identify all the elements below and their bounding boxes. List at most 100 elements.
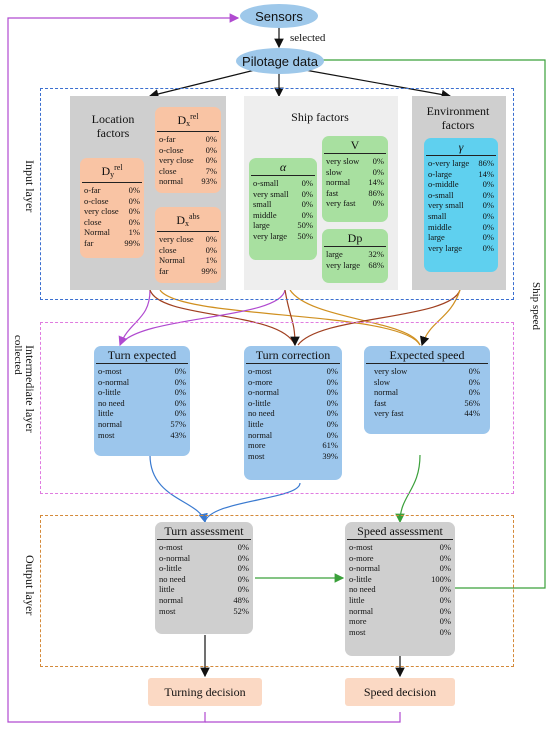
location-title: Location factors <box>91 112 135 141</box>
membership-row: most 52% <box>159 606 249 617</box>
dy-rel-box: Dyrel o-far 0% o-close 0% very close 0% close 0… <box>80 158 144 258</box>
membership-label: very close <box>84 206 119 217</box>
membership-label: very large <box>253 230 288 241</box>
membership-label: o-very large <box>428 158 470 168</box>
membership-label: close <box>159 244 177 255</box>
speed-assessment-rows: o-most 0% o-more 0% o-normal 0% o-little 100% no… <box>349 542 451 637</box>
membership-label: o-little <box>349 573 372 584</box>
membership-label: most <box>248 450 265 461</box>
membership-label: normal <box>98 418 123 429</box>
membership-value: 0% <box>439 594 451 605</box>
membership-row: o-most 0% <box>248 366 338 377</box>
membership-row: o-close 0% <box>159 145 217 156</box>
membership-label: close <box>159 165 177 176</box>
ship-title: Ship factors <box>291 110 349 124</box>
membership-value: 0% <box>439 542 451 552</box>
membership-row: no need 0% <box>98 398 186 409</box>
membership-value: 50% <box>297 220 313 231</box>
gamma-rows: o-very large 86% o-large 14% o-middle 0% o-sma… <box>428 158 494 253</box>
turn-assessment-box: Turn assessment o-most 0% o-normal 0% o-litt… <box>155 522 253 634</box>
membership-row: no need 0% <box>349 584 451 595</box>
membership-row: o-most 0% <box>349 542 451 553</box>
membership-value: 0% <box>482 232 494 243</box>
membership-value: 0% <box>372 198 384 209</box>
dy-rel-rows: o-far 0% o-close 0% very close 0% close 0% Norma… <box>84 185 140 249</box>
membership-row: middle 0% <box>253 210 313 221</box>
membership-value: 0% <box>468 366 480 376</box>
membership-row: o-normal 0% <box>159 553 249 564</box>
membership-label: normal <box>326 177 351 188</box>
membership-label: o-little <box>98 387 121 398</box>
membership-row: o-normal 0% <box>248 387 338 398</box>
membership-value: 0% <box>439 605 451 616</box>
membership-row: large 50% <box>253 220 313 231</box>
membership-row: very slow 0% <box>374 366 480 377</box>
dp-header: Dp <box>324 231 386 247</box>
membership-row: most 0% <box>349 627 451 638</box>
membership-value: 68% <box>368 259 384 270</box>
membership-value: 0% <box>237 552 249 563</box>
membership-label: o-close <box>84 195 109 206</box>
membership-value: 0% <box>174 397 186 408</box>
membership-row: o-small 0% <box>428 190 494 201</box>
membership-row: very close 0% <box>84 206 140 217</box>
membership-value: 57% <box>170 418 186 429</box>
membership-row: Normal 1% <box>159 255 217 266</box>
membership-value: 14% <box>368 177 384 188</box>
membership-row: very fast 0% <box>326 198 384 209</box>
membership-row: small 0% <box>253 199 313 210</box>
membership-value: 0% <box>372 166 384 177</box>
membership-row: most 43% <box>98 430 186 441</box>
dy-rel-header: Dyrel <box>82 160 142 183</box>
output-layer-frame <box>40 515 514 667</box>
membership-label: normal <box>349 605 374 616</box>
membership-label: o-more <box>349 552 374 563</box>
membership-row: o-small 0% <box>253 178 313 189</box>
membership-value: 0% <box>174 387 186 398</box>
membership-row: little 0% <box>248 419 338 430</box>
membership-row: o-little 0% <box>98 387 186 398</box>
membership-label: o-far <box>84 185 101 195</box>
membership-row: large 32% <box>326 249 384 260</box>
membership-row: slow 0% <box>326 167 384 178</box>
dx-rel-header: Dxrel <box>157 109 219 132</box>
membership-row: o-very large 86% <box>428 158 494 169</box>
membership-value: 32% <box>368 249 384 259</box>
membership-value: 44% <box>464 408 480 419</box>
membership-label: no need <box>349 584 376 595</box>
membership-value: 99% <box>124 237 140 248</box>
membership-label: middle <box>253 209 277 220</box>
membership-row: normal 0% <box>248 430 338 441</box>
membership-row: o-normal 0% <box>98 377 186 388</box>
membership-label: small <box>428 210 447 221</box>
membership-label: little <box>159 584 175 595</box>
membership-value: 0% <box>174 376 186 387</box>
membership-label: very slow <box>374 366 408 376</box>
membership-value: 39% <box>322 450 338 461</box>
membership-row: little 0% <box>349 595 451 606</box>
membership-row: very large 68% <box>326 260 384 271</box>
membership-value: 0% <box>301 188 313 199</box>
membership-label: fast <box>326 187 339 198</box>
intermediate-layer-frame <box>40 322 514 494</box>
membership-label: o-middle <box>428 179 459 190</box>
membership-row: Normal 1% <box>84 227 140 238</box>
alpha-header: α <box>251 160 315 176</box>
membership-label: Normal <box>84 227 110 238</box>
membership-value: 0% <box>468 387 480 398</box>
membership-label: very fast <box>374 408 404 419</box>
membership-label: very small <box>428 200 464 211</box>
membership-value: 1% <box>128 227 140 238</box>
membership-value: 0% <box>205 144 217 155</box>
membership-row: slow 0% <box>374 377 480 388</box>
membership-value: 0% <box>326 397 338 408</box>
membership-label: very slow <box>326 156 360 166</box>
turn-expected-box: Turn expected o-most 0% o-normal 0% o-little… <box>94 346 190 456</box>
membership-row: very small 0% <box>428 200 494 211</box>
membership-row: more 61% <box>248 440 338 451</box>
v-header: V <box>324 138 386 154</box>
membership-value: 14% <box>478 168 494 179</box>
membership-row: o-close 0% <box>84 196 140 207</box>
membership-label: o-most <box>98 366 122 376</box>
dp-rows: large 32% very large 68% <box>326 249 384 270</box>
